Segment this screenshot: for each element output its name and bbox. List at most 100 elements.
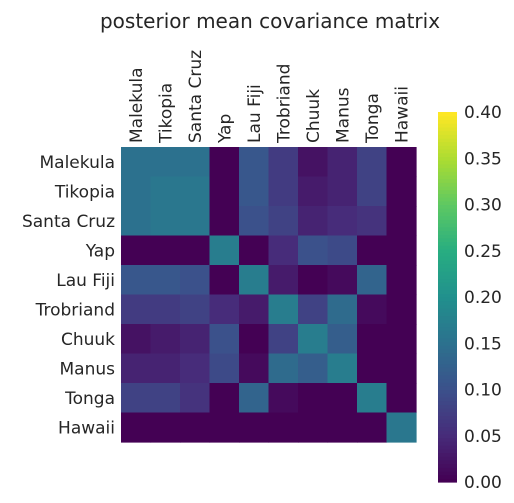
- heatmap-cell: [150, 324, 181, 355]
- heatmap-cell: [327, 412, 358, 443]
- x-tick-label: Lau Fiji: [245, 84, 265, 143]
- colorbar-segment: [438, 419, 457, 424]
- heatmap-cell: [209, 383, 240, 414]
- heatmap-cell: [239, 294, 270, 325]
- colorbar-segment: [438, 274, 457, 280]
- heatmap-cell: [327, 383, 358, 414]
- heatmap-cell: [327, 294, 358, 325]
- heatmap-cell: [180, 235, 211, 266]
- y-tick-label: Tikopia: [54, 182, 115, 202]
- colorbar-segment: [438, 219, 457, 224]
- colorbar-segment: [438, 278, 457, 283]
- x-tick-label: Manus: [333, 87, 353, 143]
- heatmap-cell: [298, 206, 329, 237]
- heatmap-cell: [386, 206, 417, 237]
- colorbar-segment: [438, 400, 457, 405]
- heatmap-cell: [268, 412, 299, 443]
- heatmap-cell: [209, 265, 240, 296]
- heatmap-cell: [298, 147, 329, 178]
- heatmap-cell: [180, 265, 211, 296]
- heatmap-cell: [209, 147, 240, 178]
- heatmap-cell: [121, 206, 152, 237]
- heatmap-cell: [386, 147, 417, 178]
- colorbar-tick-label: 0.25: [464, 242, 502, 262]
- colorbar-tick-label: 0.20: [464, 288, 502, 308]
- heatmap-cell: [386, 383, 417, 414]
- heatmap-cell: [121, 176, 152, 207]
- heatmap-cell: [209, 235, 240, 266]
- colorbar-tick-label: 0.10: [464, 381, 502, 401]
- heatmap-cells: [121, 147, 417, 443]
- colorbar-segment: [438, 282, 457, 287]
- colorbar-segment: [438, 411, 457, 416]
- colorbar-segment: [438, 248, 457, 254]
- heatmap-cell: [268, 294, 299, 325]
- y-tick-label: Chuuk: [61, 330, 115, 350]
- heatmap-cell: [239, 206, 270, 237]
- colorbar-segment: [438, 348, 457, 354]
- heatmap-cell: [180, 294, 211, 325]
- colorbar-segment: [438, 385, 457, 391]
- colorbar-segment: [438, 396, 457, 402]
- colorbar-segment: [438, 260, 457, 265]
- x-tick-label: Chuuk: [304, 89, 324, 143]
- colorbar-segment: [438, 448, 457, 453]
- colorbar-segment: [438, 304, 457, 309]
- heatmap-cell: [150, 206, 181, 237]
- colorbar-segment: [438, 341, 457, 346]
- heatmap-cell: [121, 265, 152, 296]
- heatmap-cell: [357, 147, 388, 178]
- heatmap-cell: [121, 353, 152, 384]
- colorbar-segment: [438, 363, 457, 368]
- colorbar-segment: [438, 256, 457, 261]
- colorbar-segment: [438, 171, 457, 176]
- y-tick-label: Trobriand: [35, 300, 115, 320]
- x-tick-label: Santa Cruz: [186, 50, 206, 143]
- heatmap-cell: [239, 176, 270, 207]
- colorbar-tick-label: 0.05: [464, 427, 502, 447]
- colorbar-segment: [438, 200, 457, 206]
- x-tick-labels: Malekula Tikopia Santa Cruz Yap Lau Fiji Trob…: [127, 50, 413, 144]
- heatmap-cell: [121, 294, 152, 325]
- colorbar-segment: [438, 174, 457, 180]
- heatmap-cell: [298, 383, 329, 414]
- colorbar-segment: [438, 315, 457, 320]
- heatmap-cell: [150, 265, 181, 296]
- heatmap-cell: [357, 294, 388, 325]
- heatmap-cell: [327, 147, 358, 178]
- heatmap-cell: [357, 235, 388, 266]
- colorbar-segment: [438, 456, 457, 461]
- y-tick-label: Lau Fiji: [56, 271, 115, 291]
- colorbar-segment: [438, 152, 457, 157]
- colorbar-segment: [438, 289, 457, 294]
- colorbar-segment: [438, 263, 457, 268]
- colorbar-segment: [438, 393, 457, 398]
- heatmap-cell: [180, 176, 211, 207]
- colorbar-segment: [438, 356, 457, 361]
- colorbar-segment: [438, 137, 457, 143]
- heatmap-cell: [386, 235, 417, 266]
- heatmap-cell: [357, 412, 388, 443]
- colorbar-segment: [438, 141, 457, 146]
- colorbar-segment: [438, 300, 457, 305]
- colorbar-segment: [438, 467, 457, 472]
- colorbar-segment: [438, 163, 457, 169]
- colorbar-segment: [438, 123, 457, 128]
- heatmap-cell: [150, 235, 181, 266]
- heatmap-cell: [150, 294, 181, 325]
- heatmap-cell: [327, 235, 358, 266]
- colorbar: [438, 112, 457, 483]
- heatmap-cell: [239, 265, 270, 296]
- heatmap-cell: [298, 353, 329, 384]
- y-tick-label: Malekula: [39, 153, 115, 173]
- colorbar-segment: [438, 437, 457, 442]
- colorbar-segment: [438, 389, 457, 394]
- colorbar-segment: [438, 215, 457, 220]
- heatmap-cell: [150, 353, 181, 384]
- heatmap-cell: [180, 324, 211, 355]
- colorbar-segment: [438, 308, 457, 313]
- colorbar-segment: [438, 223, 457, 228]
- heatmap-cell: [239, 147, 270, 178]
- y-tick-labels: Malekula Tikopia Santa Cruz Yap Lau Fiji Trob…: [22, 153, 115, 439]
